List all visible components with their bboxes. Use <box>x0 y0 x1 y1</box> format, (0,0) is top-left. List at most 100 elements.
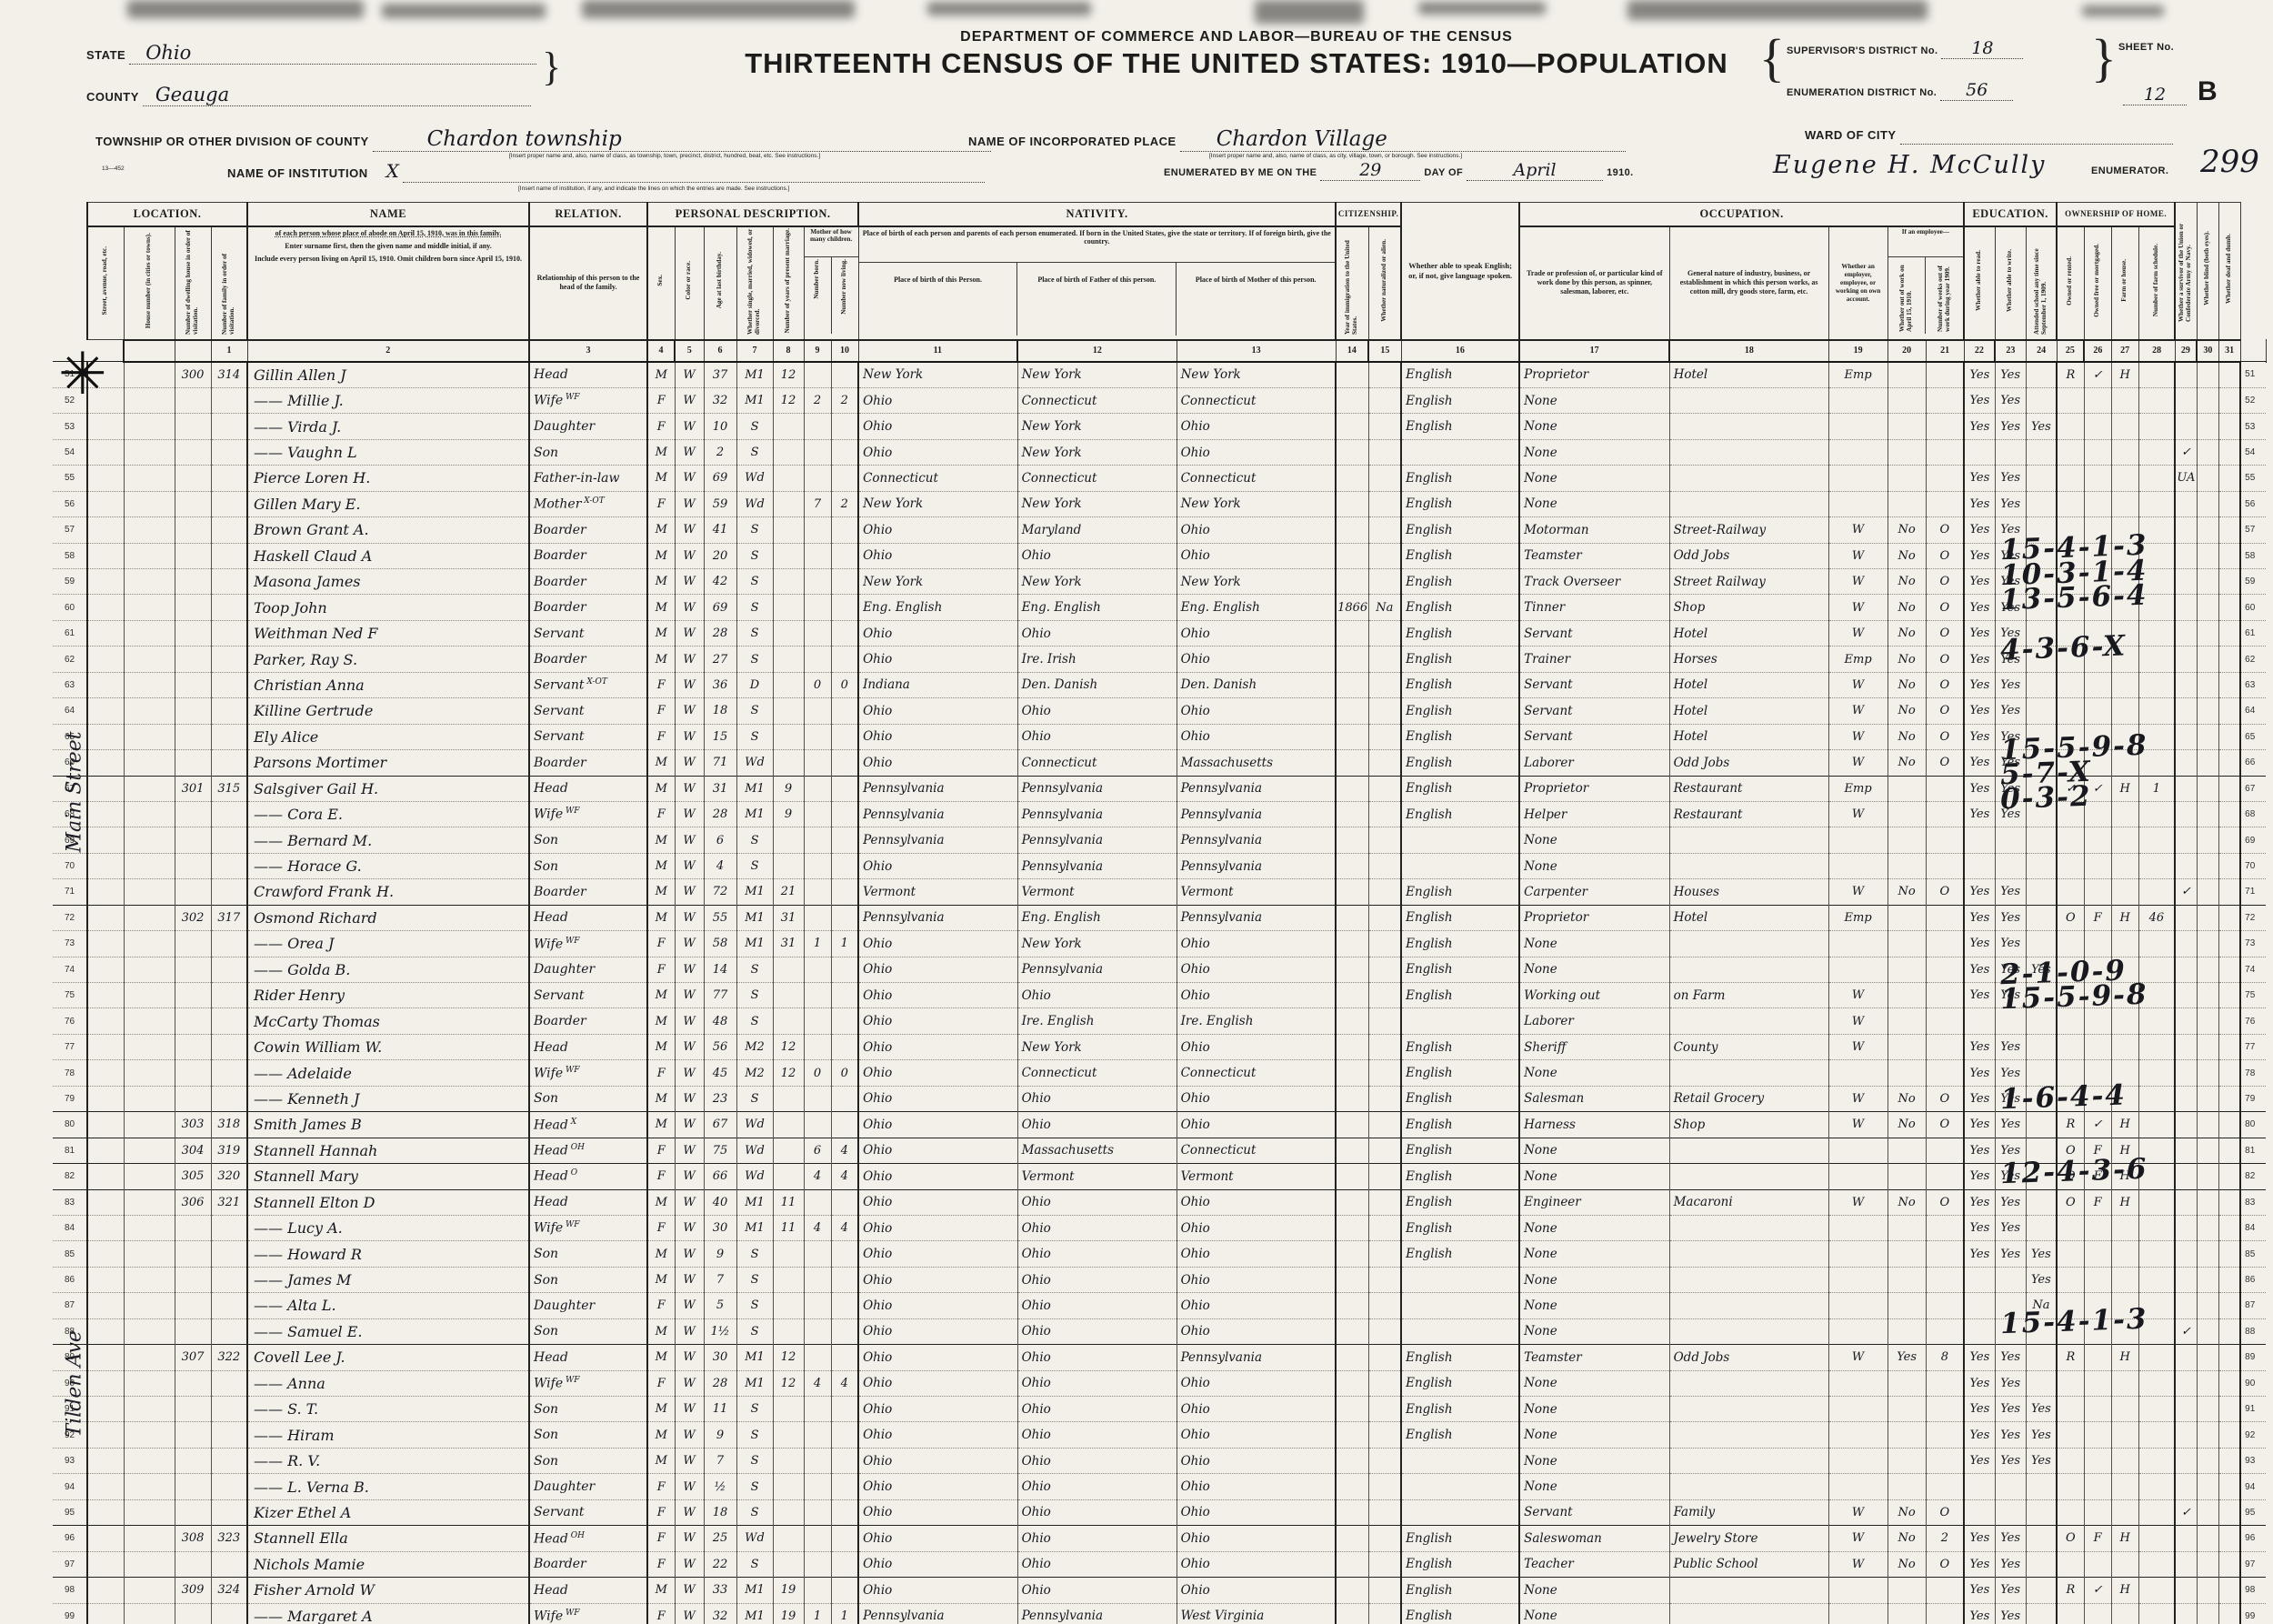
cell: Ohio <box>857 1370 1018 1398</box>
cell: W <box>674 878 705 906</box>
cell <box>2025 1137 2058 1165</box>
street-header: Street, avenue, road, etc. <box>86 226 125 340</box>
cell <box>1963 439 1996 466</box>
cell <box>1367 1318 1402 1346</box>
cell: M2 <box>736 1034 774 1061</box>
cell <box>2174 982 2198 1009</box>
cell <box>772 724 805 751</box>
cell <box>86 930 125 957</box>
table-body: 51 300 314 Gillin Allen J Head M W 37 M1 12 New Yo… <box>53 361 2267 1624</box>
cell <box>2083 594 2112 621</box>
cell: 19 <box>772 1577 805 1604</box>
cell: Ohio <box>857 1396 1018 1423</box>
cell <box>86 1267 125 1294</box>
cell: M <box>646 1240 676 1268</box>
cell <box>1367 1240 1402 1268</box>
cell <box>2083 516 2112 544</box>
cell <box>1827 957 1888 984</box>
table-row: 75 Rider Henry Servant M W 77 S Ohio Ohio Ohio Eng… <box>53 982 2267 1009</box>
cell: H <box>2110 361 2139 388</box>
cell: 71 <box>703 749 737 777</box>
cell: 80 <box>53 1111 88 1138</box>
cell: None <box>1518 957 1670 984</box>
cell <box>2218 1525 2241 1552</box>
cell <box>830 1086 859 1113</box>
cell <box>1925 1034 1965 1061</box>
cell <box>2083 1396 2112 1423</box>
cell: H <box>2110 1188 2139 1216</box>
cell <box>123 1137 175 1165</box>
cell: Head <box>528 1577 648 1604</box>
cell <box>1400 827 1520 854</box>
cell: Yes <box>1994 543 2027 570</box>
cell <box>803 1188 832 1216</box>
cell <box>86 1215 125 1242</box>
cell: English <box>1400 620 1520 647</box>
cell: Saleswoman <box>1518 1525 1670 1552</box>
cell: M <box>646 1007 676 1035</box>
cell: Ohio <box>1176 1525 1337 1552</box>
cell: W <box>674 620 705 647</box>
cell: Rider Henry <box>246 982 530 1009</box>
cell <box>2083 439 2112 466</box>
cell <box>2218 491 2241 518</box>
cell: Yes <box>1994 697 2027 725</box>
cell: 66 <box>703 1163 737 1190</box>
cell: Eng. English <box>857 594 1018 621</box>
cell: Boarder <box>528 749 648 777</box>
cell <box>2056 957 2085 984</box>
state-field: STATE Ohio <box>86 42 537 65</box>
cell: Pierce Loren H. <box>246 465 530 492</box>
cell <box>1335 1111 1369 1138</box>
cell: Ohio <box>857 1267 1018 1294</box>
cell: Ohio <box>1176 1448 1337 1475</box>
county-label: COUNTY <box>86 90 139 104</box>
cell: Yes <box>2025 1421 2058 1449</box>
cell: Yes <box>1963 1396 1996 1423</box>
cell <box>2174 1370 2198 1398</box>
cell <box>2083 1551 2112 1579</box>
cell: H <box>2110 904 2139 932</box>
cell <box>2056 594 2085 621</box>
cell: S <box>736 1499 774 1527</box>
cell: —— Golda B. <box>246 957 530 984</box>
cell <box>2174 1007 2198 1035</box>
cell <box>174 1034 212 1061</box>
cell <box>1367 930 1402 957</box>
cell <box>2110 543 2139 570</box>
cell: 83 <box>2239 1188 2267 1216</box>
table-row: 70 —— Horace G. Son M W 4 S Ohio Pennsylvania Pen… <box>53 853 2267 880</box>
cell: English <box>1400 568 1520 596</box>
owned-header: Owned or rented. <box>2056 226 2085 340</box>
cell <box>1335 1215 1369 1242</box>
cell <box>2025 853 2058 880</box>
column-number: 30 <box>2196 338 2219 363</box>
cell: Yes <box>1994 1370 2027 1398</box>
cell <box>2174 853 2198 880</box>
cell <box>1335 1007 1369 1035</box>
cell: English <box>1400 904 1520 932</box>
cell <box>2218 1318 2241 1346</box>
cell <box>1887 1137 1927 1165</box>
cell <box>2138 1034 2176 1061</box>
group-citizenship: CITIZENSHIP. <box>1335 202 1402 227</box>
cell <box>803 1473 832 1500</box>
cell <box>1335 878 1369 906</box>
cell <box>772 413 805 440</box>
cell: Yes <box>1963 1059 1996 1087</box>
cell <box>2196 594 2219 621</box>
cell: Ohio <box>1176 957 1337 984</box>
cell <box>174 801 212 828</box>
cell: Yes <box>1887 1344 1927 1371</box>
cell: W <box>674 1499 705 1527</box>
cell <box>2025 775 2058 802</box>
cell <box>174 930 212 957</box>
cell: Yes <box>1963 1034 1996 1061</box>
cell: W <box>674 749 705 777</box>
cell <box>86 465 125 492</box>
cell: F <box>646 1059 676 1087</box>
cell <box>2174 620 2198 647</box>
enumeration-district-field: ENUMERATION DISTRICT No. 56 <box>1787 80 2014 101</box>
cell <box>2110 672 2139 699</box>
cell <box>830 1396 859 1423</box>
